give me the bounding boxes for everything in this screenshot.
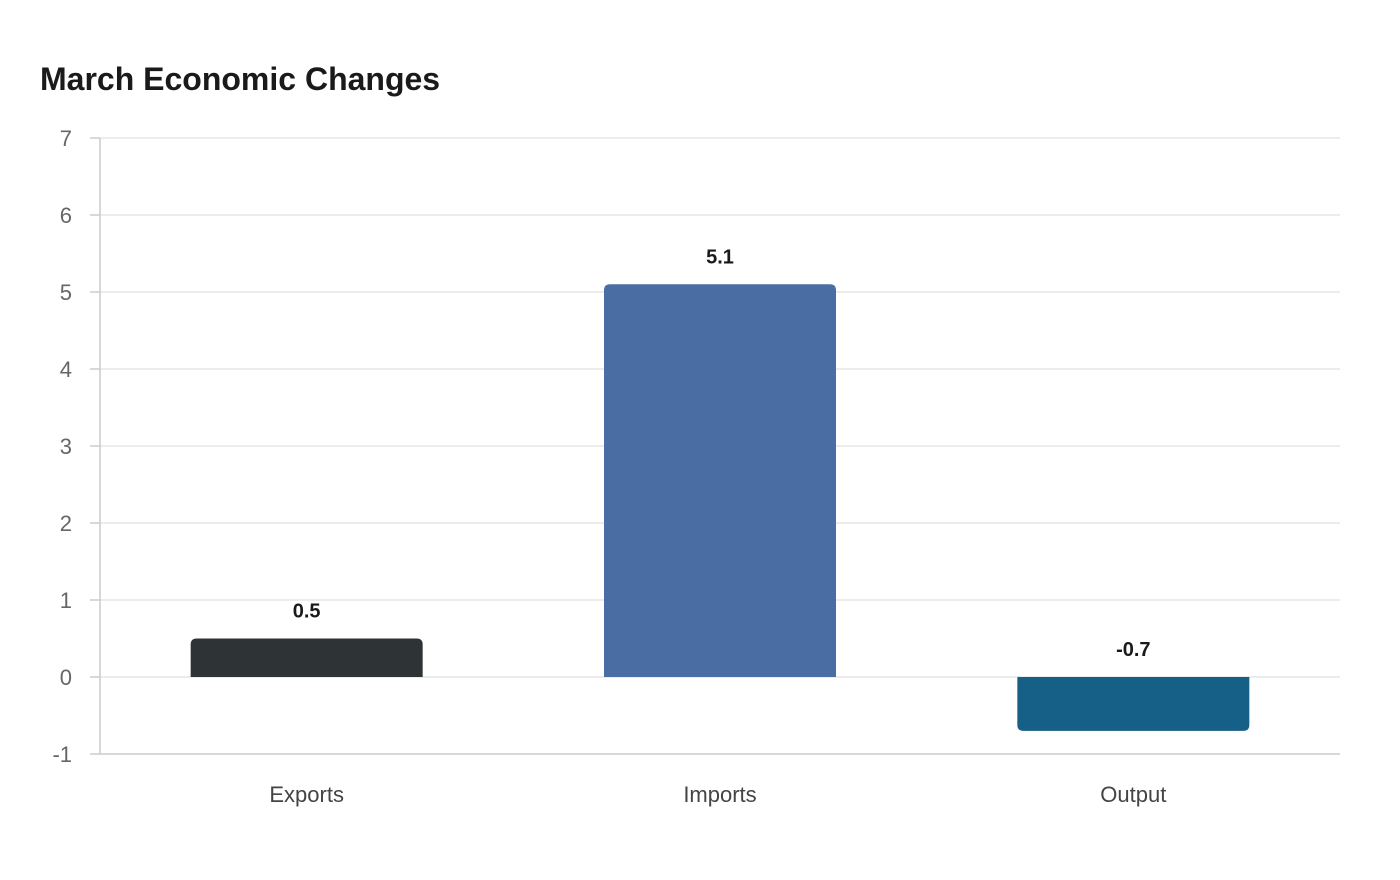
bar-exports [190,638,423,677]
y-tick-label: 1 [60,588,72,613]
x-category-label: Exports [269,782,344,807]
data-label: -0.7 [1116,639,1150,661]
y-tick-label: 4 [60,357,72,382]
y-tick-label: 6 [60,203,72,228]
bar-output [1017,677,1250,731]
y-axis-ticks: 7 6 5 4 3 2 1 0 -1 [52,126,72,767]
chart-title: March Economic Changes [40,61,441,97]
x-axis-labels: Exports Imports Output [269,782,1166,807]
x-category-label: Imports [683,782,756,807]
y-tick-label: 5 [60,280,72,305]
data-label: 0.5 [293,601,321,623]
y-tick-label: 3 [60,434,72,459]
y-tick-label: 0 [60,665,72,690]
bar-imports [604,284,836,677]
x-category-label: Output [1100,782,1166,807]
data-labels: 0.5 5.1 -0.7 [293,246,1151,661]
axes [90,137,1340,755]
y-tick-label: 2 [60,511,72,536]
bars [190,284,1250,731]
y-tick-label: 7 [60,126,72,151]
y-tick-label: -1 [52,742,72,767]
data-label: 5.1 [706,246,734,268]
